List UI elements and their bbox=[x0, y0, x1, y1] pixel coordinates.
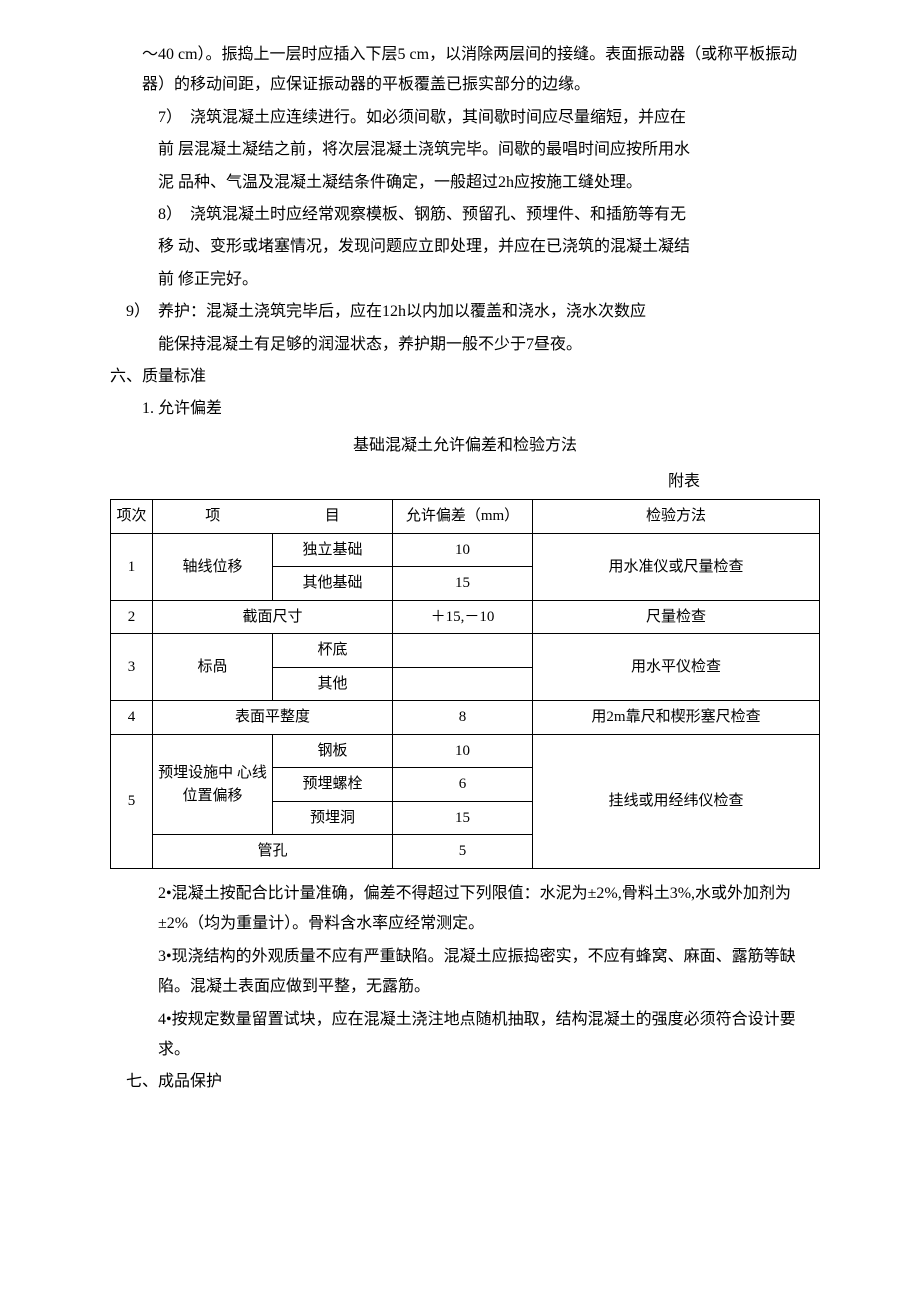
table-header-row: 项次 项 目 允许偏差（mm） 检验方法 bbox=[111, 500, 820, 534]
th-item-a: 项 bbox=[153, 500, 273, 534]
cell-item-a: 标咼 bbox=[153, 634, 273, 701]
cell-item-b: 杯底 bbox=[273, 634, 393, 668]
cell-deviation bbox=[393, 667, 533, 701]
cell-item-b: 管孔 bbox=[153, 835, 393, 869]
after-table-p2: 2•混凝土按配合比计量准确，偏差不得超过下列限值：水泥为±2%,骨料土3%,水或… bbox=[110, 879, 820, 940]
heading-6: 六、质量标准 bbox=[110, 362, 820, 392]
cell-item-b: 预埋螺栓 bbox=[273, 768, 393, 802]
list-item-7-line1: 7） 浇筑混凝土应连续进行。如必须间歇，其间歇时间应尽量缩短，并应在 bbox=[110, 103, 820, 133]
cell-deviation: 10 bbox=[393, 533, 533, 567]
paragraph: ～40 cm）。振捣上一层时应插入下层5 cm，以消除两层间的接缝。表面振动器（… bbox=[110, 40, 820, 101]
table-row: 1 轴线位移 独立基础 10 用水准仪或尺量检查 bbox=[111, 533, 820, 567]
cell-idx: 2 bbox=[111, 600, 153, 634]
cell-item: 截面尺寸 bbox=[153, 600, 393, 634]
cell-deviation: 8 bbox=[393, 701, 533, 735]
list-item-8-line1: 8） 浇筑混凝土时应经常观察模板、钢筋、预留孔、预埋件、和插筋等有无 bbox=[110, 200, 820, 230]
table-title: 基础混凝土允许偏差和检验方法 bbox=[110, 431, 820, 461]
cell-method: 尺量检查 bbox=[533, 600, 820, 634]
cell-deviation: 6 bbox=[393, 768, 533, 802]
cell-deviation: 15 bbox=[393, 567, 533, 601]
cell-item-b: 钢板 bbox=[273, 734, 393, 768]
cell-item-a: 预埋设施中 心线位置偏移 bbox=[153, 734, 273, 835]
cell-item-b: 预埋洞 bbox=[273, 801, 393, 835]
after-table-p3: 3•现浇结构的外观质量不应有严重缺陷。混凝土应振捣密实，不应有蜂窝、麻面、露筋等… bbox=[110, 942, 820, 1003]
cell-method: 用2m靠尺和楔形塞尺检查 bbox=[533, 701, 820, 735]
th-index: 项次 bbox=[111, 500, 153, 534]
cell-item-b: 其他 bbox=[273, 667, 393, 701]
cell-idx: 5 bbox=[111, 734, 153, 868]
cell-item-b: 其他基础 bbox=[273, 567, 393, 601]
cell-deviation: ＋15,－10 bbox=[393, 600, 533, 634]
cell-item-b: 独立基础 bbox=[273, 533, 393, 567]
th-method: 检验方法 bbox=[533, 500, 820, 534]
attachment-label: 附表 bbox=[110, 467, 820, 497]
deviation-table: 项次 项 目 允许偏差（mm） 检验方法 1 轴线位移 独立基础 10 用水准仪… bbox=[110, 499, 820, 869]
cell-deviation: 15 bbox=[393, 801, 533, 835]
list-item-7-line2: 前 层混凝土凝结之前，将次层混凝土浇筑完毕。间歇的最唱时间应按所用水 bbox=[110, 135, 820, 165]
table-row: 2 截面尺寸 ＋15,－10 尺量检查 bbox=[111, 600, 820, 634]
cell-method: 挂线或用经纬仪检查 bbox=[533, 734, 820, 868]
cell-deviation bbox=[393, 634, 533, 668]
cell-idx: 4 bbox=[111, 701, 153, 735]
table-row: 3 标咼 杯底 用水平仪检查 bbox=[111, 634, 820, 668]
table-row: 5 预埋设施中 心线位置偏移 钢板 10 挂线或用经纬仪检查 bbox=[111, 734, 820, 768]
cell-item: 表面平整度 bbox=[153, 701, 393, 735]
list-item-8-line2: 移 动、变形或堵塞情况，发现问题应立即处理，并应在已浇筑的混凝土凝结 bbox=[110, 232, 820, 262]
list-item-9-line2: 能保持混凝土有足够的润湿状态，养护期一般不少于7昼夜。 bbox=[110, 330, 820, 360]
table-row: 4 表面平整度 8 用2m靠尺和楔形塞尺检查 bbox=[111, 701, 820, 735]
list-item-8-line3: 前 修正完好。 bbox=[110, 265, 820, 295]
cell-item-a: 轴线位移 bbox=[153, 533, 273, 600]
th-deviation: 允许偏差（mm） bbox=[393, 500, 533, 534]
th-item-b: 目 bbox=[273, 500, 393, 534]
cell-method: 用水准仪或尺量检查 bbox=[533, 533, 820, 600]
heading-7: 七、成品保护 bbox=[110, 1067, 820, 1097]
cell-deviation: 10 bbox=[393, 734, 533, 768]
list-item-7-line3: 泥 品种、气温及混凝土凝结条件确定，一般超过2h应按施工缝处理。 bbox=[110, 168, 820, 198]
list-item-9-line1: 9） 养护：混凝土浇筑完毕后，应在12h以内加以覆盖和浇水，浇水次数应 bbox=[110, 297, 820, 327]
heading-6-1: 1. 允许偏差 bbox=[110, 394, 820, 424]
cell-idx: 1 bbox=[111, 533, 153, 600]
cell-idx: 3 bbox=[111, 634, 153, 701]
cell-deviation: 5 bbox=[393, 835, 533, 869]
cell-method: 用水平仪检查 bbox=[533, 634, 820, 701]
after-table-p4: 4•按规定数量留置试块，应在混凝土浇注地点随机抽取，结构混凝土的强度必须符合设计… bbox=[110, 1005, 820, 1066]
